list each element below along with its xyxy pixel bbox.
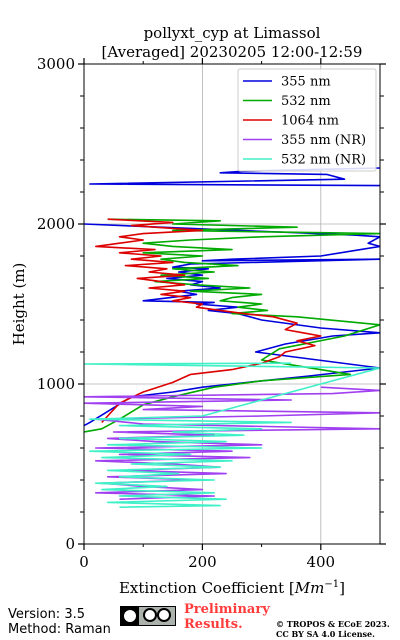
- copyright-line2: CC BY SA 4.0 License.: [276, 629, 375, 639]
- x-tick-label: 0: [79, 553, 89, 571]
- x-axis-label: Extinction Coefficient [Mm−1]: [119, 579, 345, 597]
- version-text: Version: 3.5: [8, 607, 85, 622]
- axis-ticks: 0 200 400 0 1000 2000 3000: [37, 55, 386, 571]
- chart-title-line1: pollyxt_cyp at Limassol: [144, 24, 321, 42]
- series-line-2: [84, 218, 380, 433]
- copyright-notice: © TROPOS & ECoE 2023. CC BY SA 4.0 Licen…: [276, 619, 390, 639]
- y-tick-label: 1000: [37, 375, 75, 393]
- legend: 355 nm 532 nm 1064 nm 355 nm (NR) 532 nm (NR…: [237, 68, 377, 172]
- x-tick-label: 400: [306, 553, 335, 571]
- series-line-1: [84, 223, 380, 427]
- copyright-line1: © TROPOS & ECoE 2023.: [276, 619, 390, 629]
- legend-label: 532 nm: [281, 94, 331, 109]
- y-tick-label: 0: [65, 535, 75, 553]
- y-tick-label: 2000: [37, 215, 75, 233]
- preliminary-line1: Preliminary: [184, 602, 270, 617]
- cc-license-badge-icon: [120, 606, 176, 626]
- y-axis-label: Height (m): [10, 263, 28, 346]
- y-tick-label: 3000: [37, 55, 75, 73]
- legend-label: 1064 nm: [281, 114, 339, 129]
- plot-frame: [83, 63, 381, 545]
- legend-label: 355 nm: [281, 75, 331, 90]
- series-line-5: [84, 362, 380, 508]
- legend-label: 355 nm (NR): [281, 133, 366, 148]
- legend-label: 532 nm (NR): [281, 153, 366, 168]
- series-line-3: [95, 218, 322, 423]
- legend-box: [237, 68, 377, 172]
- data-series: [84, 167, 380, 508]
- method-text: Method: Raman: [8, 622, 111, 637]
- preliminary-line2: Results.: [184, 617, 243, 632]
- chart-title-line2: [Averaged] 20230205 12:00-12:59: [102, 43, 363, 61]
- x-tick-label: 200: [188, 553, 217, 571]
- preliminary-notice: Preliminary Results.: [184, 602, 270, 632]
